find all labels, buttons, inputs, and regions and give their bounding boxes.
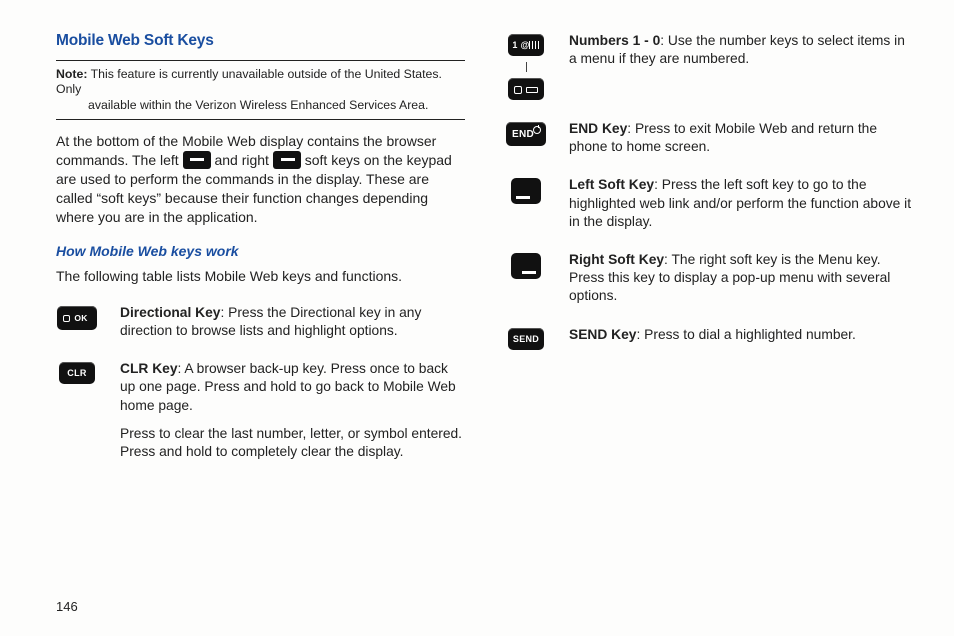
left-column: Mobile Web Soft Keys Note: This feature … bbox=[56, 32, 465, 616]
key-name: SEND Key bbox=[569, 327, 636, 342]
key-name: Numbers 1 - 0 bbox=[569, 33, 660, 48]
intro-seg2: and right bbox=[214, 152, 272, 168]
key-name: CLR Key bbox=[120, 361, 178, 376]
end-key-icon: END bbox=[506, 122, 546, 146]
note-block: Note: This feature is currently unavaila… bbox=[56, 65, 465, 119]
icon-cell: END bbox=[505, 120, 547, 146]
key-desc-text-2: Press to clear the last number, letter, … bbox=[120, 425, 465, 461]
key-name: Directional Key bbox=[120, 305, 220, 320]
vertical-dash-icon bbox=[526, 62, 527, 72]
key-row-send: SEND SEND Key: Press to dial a highlight… bbox=[505, 326, 914, 350]
right-softkey-inline-icon bbox=[273, 151, 301, 169]
intro-paragraph: At the bottom of the Mobile Web display … bbox=[56, 132, 465, 227]
key-row-clr: CLR CLR Key: A browser back-up key. Pres… bbox=[56, 360, 465, 461]
note-text-line2: available within the Verizon Wireless En… bbox=[56, 98, 465, 113]
right-softkey-icon bbox=[511, 253, 541, 279]
key-description: Right Soft Key: The right soft key is th… bbox=[569, 251, 914, 306]
key-description: SEND Key: Press to dial a highlighted nu… bbox=[569, 326, 914, 344]
key-description: Numbers 1 - 0: Use the number keys to se… bbox=[569, 32, 914, 68]
number-1-key-icon: 1 @ bbox=[508, 34, 544, 56]
note-label: Note: bbox=[56, 67, 87, 81]
clr-key-icon: CLR bbox=[59, 362, 95, 384]
clr-key-label: CLR bbox=[67, 368, 86, 378]
key-description: Left Soft Key: Press the left soft key t… bbox=[569, 176, 914, 231]
right-column: 1 @ Numbers 1 - 0: Use the number keys t… bbox=[505, 32, 914, 616]
number-0-key-icon bbox=[508, 78, 544, 100]
lead-text: The following table lists Mobile Web key… bbox=[56, 267, 465, 286]
left-softkey-inline-icon bbox=[183, 151, 211, 169]
key-row-directional: OK Directional Key: Press the Directiona… bbox=[56, 304, 465, 340]
icon-cell: SEND bbox=[505, 326, 547, 350]
section-title: Mobile Web Soft Keys bbox=[56, 32, 465, 50]
key-name: END Key bbox=[569, 121, 627, 136]
key-desc-text: : Press to dial a highlighted number. bbox=[636, 327, 855, 342]
ok-key-icon: OK bbox=[57, 306, 97, 330]
send-key-icon: SEND bbox=[508, 328, 544, 350]
page-number: 146 bbox=[56, 599, 78, 614]
key-name: Right Soft Key bbox=[569, 252, 664, 267]
icon-cell: 1 @ bbox=[505, 32, 547, 100]
ok-key-label: OK bbox=[74, 313, 87, 323]
key-name: Left Soft Key bbox=[569, 177, 654, 192]
key-row-numbers: 1 @ Numbers 1 - 0: Use the number keys t… bbox=[505, 32, 914, 100]
key-description: Directional Key: Press the Directional k… bbox=[120, 304, 465, 340]
icon-cell: OK bbox=[56, 304, 98, 330]
document-page: Mobile Web Soft Keys Note: This feature … bbox=[0, 0, 954, 636]
left-softkey-icon bbox=[511, 178, 541, 204]
note-text-line1: This feature is currently unavailable ou… bbox=[56, 67, 442, 96]
key-row-right-soft: Right Soft Key: The right soft key is th… bbox=[505, 251, 914, 306]
sub-heading: How Mobile Web keys work bbox=[56, 243, 465, 259]
divider-bottom bbox=[56, 119, 465, 120]
key-description: CLR Key: A browser back-up key. Press on… bbox=[120, 360, 465, 461]
icon-cell: CLR bbox=[56, 360, 98, 384]
divider-top bbox=[56, 60, 465, 61]
number-1-key-label: 1 @ bbox=[512, 40, 529, 50]
icon-cell bbox=[505, 176, 547, 204]
key-row-left-soft: Left Soft Key: Press the left soft key t… bbox=[505, 176, 914, 231]
end-key-label: END bbox=[512, 129, 534, 140]
key-row-end: END END Key: Press to exit Mobile Web an… bbox=[505, 120, 914, 156]
key-description: END Key: Press to exit Mobile Web and re… bbox=[569, 120, 914, 156]
icon-cell bbox=[505, 251, 547, 279]
send-key-label: SEND bbox=[513, 334, 539, 344]
